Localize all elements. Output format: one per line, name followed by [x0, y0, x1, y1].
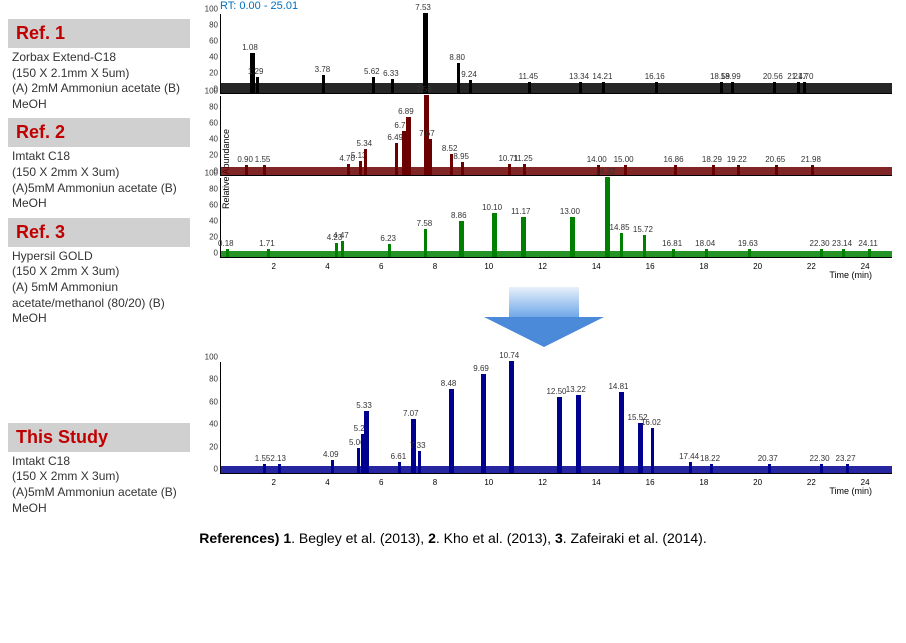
- peak-label: 1.55: [255, 155, 271, 164]
- peak-label: 8.48: [441, 379, 457, 388]
- x-axis-label: Time (min): [829, 270, 872, 280]
- peak-label: 7.33: [410, 441, 426, 450]
- ref-body-2: Hypersil GOLD(150 X 2mm X 3um)(A) 5mM Am…: [8, 247, 190, 329]
- peak-label: 11.17: [511, 207, 530, 216]
- peak-label: 10.10: [482, 203, 502, 212]
- peak-label: 14.00: [587, 155, 607, 164]
- peak-label: 11.25: [513, 154, 532, 163]
- peak-label: 0.18: [218, 239, 234, 248]
- peak-label: 18.04: [695, 239, 715, 248]
- peak-label: 15.00: [614, 155, 634, 164]
- chromatogram: 0204060801000.181.714.234.476.237.588.86…: [190, 178, 898, 258]
- chromatogram: 0204060801000.901.554.705.135.346.496.75…: [190, 96, 898, 176]
- peak-label: 16.02: [641, 418, 661, 427]
- peak-label: 8.95: [453, 152, 469, 161]
- peak-label: 12.50: [546, 387, 566, 396]
- peak-label: 9.69: [473, 364, 489, 373]
- peak-label: 13.34: [569, 72, 589, 81]
- peak-label: 20.37: [758, 454, 778, 463]
- peak-label: 5.34: [357, 139, 373, 148]
- peak-label: 20.56: [763, 72, 783, 81]
- peak-label: 1.08: [242, 43, 258, 52]
- peak-label: 7.07: [403, 409, 419, 418]
- peak-label: 4.47: [333, 231, 349, 240]
- peak-label: 14.32: [595, 167, 615, 176]
- peak-label: 10.74: [499, 351, 519, 360]
- ref-body-3: Imtakt C18(150 X 2mm X 3um)(A)5mM Ammoni…: [8, 452, 190, 518]
- peak-label: 14.85: [610, 223, 630, 232]
- peak-label: 20.65: [765, 155, 785, 164]
- peak-label: 7.67: [419, 129, 435, 138]
- peak-label: 17.44: [679, 452, 699, 461]
- peak-label: 7.56: [416, 85, 432, 94]
- peak-label: 1.71: [259, 239, 275, 248]
- ref-body-1: Imtakt C18(150 X 2mm X 3um)(A)5mM Ammoni…: [8, 147, 190, 213]
- peak-label: 7.58: [417, 219, 433, 228]
- peak-label: 4.09: [323, 450, 339, 459]
- peak-label: 16.86: [664, 155, 684, 164]
- chromatogram: 0204060801001.081.293.785.626.337.538.80…: [190, 14, 898, 94]
- peak-label: 16.16: [645, 72, 665, 81]
- ref-header-2: Ref. 3: [8, 218, 190, 247]
- peak-label: 11.45: [519, 72, 538, 81]
- peak-label: 1.29: [248, 67, 264, 76]
- peak-label: 6.89: [398, 107, 414, 116]
- peak-label: 16.81: [662, 239, 682, 248]
- peak-label: 7.53: [415, 3, 431, 12]
- x-axis-label: Time (min): [829, 486, 872, 496]
- arrow-icon: [190, 287, 898, 352]
- peak-label: 8.86: [451, 211, 467, 220]
- peak-label: 19.63: [738, 239, 758, 248]
- peak-label: 6.61: [391, 452, 407, 461]
- peak-label: 0.90: [237, 155, 253, 164]
- ref-body-0: Zorbax Extend-C18(150 X 2.1mm X 5um)(A) …: [8, 48, 190, 114]
- peak-label: 8.80: [449, 53, 465, 62]
- peak-label: 13.00: [560, 207, 580, 216]
- rt-range-label: RT: 0.00 - 25.01: [220, 0, 898, 12]
- peak-label: 3.78: [315, 65, 331, 74]
- peak-label: 5.33: [356, 401, 372, 410]
- ref-header-3: This Study: [8, 423, 190, 452]
- peak-label: 9.24: [461, 70, 477, 79]
- peak-label: 5.62: [364, 67, 380, 76]
- peak-label: 13.22: [566, 385, 586, 394]
- peak-label: 19.22: [727, 155, 747, 164]
- peak-label: 6.23: [380, 234, 396, 243]
- peak-label: 21.98: [801, 155, 821, 164]
- peak-label: 21.70: [793, 72, 813, 81]
- ref-header-0: Ref. 1: [8, 19, 190, 48]
- peak-label: 15.72: [633, 225, 653, 234]
- peak-label: 22.30: [810, 239, 830, 248]
- peak-label: 14.21: [592, 72, 612, 81]
- peak-label: 22.30: [810, 454, 830, 463]
- peak-label: 2.13: [270, 454, 286, 463]
- ref-header-1: Ref. 2: [8, 118, 190, 147]
- peak-label: 1.55: [255, 454, 271, 463]
- peak-label: 18.29: [702, 155, 722, 164]
- peak-label: 23.14: [832, 239, 852, 248]
- peak-label: 14.81: [608, 382, 628, 391]
- peak-label: 18.22: [700, 454, 720, 463]
- peak-label: 6.49: [387, 133, 403, 142]
- references-line: References) 1. Begley et al. (2013), 2. …: [0, 522, 906, 554]
- chromatogram: 0204060801001.552.134.095.065.235.336.61…: [190, 362, 898, 474]
- peak-label: 18.99: [721, 72, 741, 81]
- peak-label: 24.11: [858, 239, 877, 248]
- peak-label: 23.27: [836, 454, 856, 463]
- peak-label: 6.33: [383, 69, 399, 78]
